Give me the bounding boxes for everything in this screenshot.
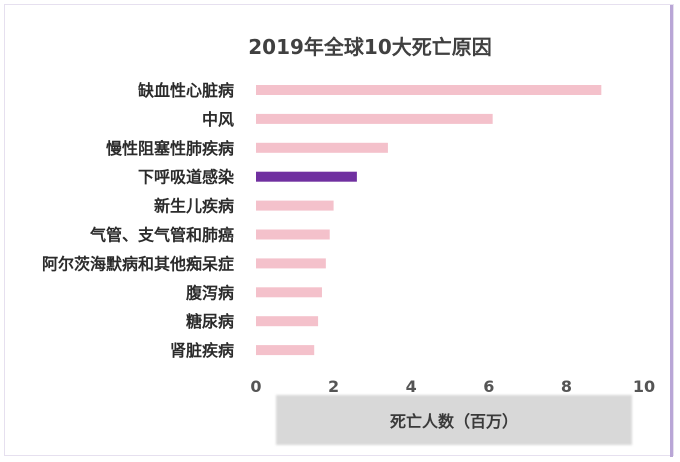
- category-label-5: 气管、支气管和肺癌: [89, 226, 234, 245]
- category-label-1: 中风: [202, 110, 234, 129]
- x-tick-labels: 0 2 4 6 8 10: [250, 377, 655, 396]
- x-tick-4: 4: [406, 377, 417, 396]
- category-label-7: 腹泻病: [186, 283, 234, 302]
- bar-7: [256, 287, 322, 298]
- category-label-3: 下呼吸道感染: [138, 168, 235, 187]
- bar-3: [256, 171, 357, 182]
- category-label-8: 糖尿病: [186, 312, 234, 331]
- bar-0: [256, 85, 602, 95]
- x-tick-2: 2: [328, 377, 339, 396]
- bar-8: [256, 316, 319, 327]
- x-axis-label: 死亡人数（百万）: [389, 412, 518, 431]
- bar-6: [256, 258, 326, 269]
- x-tick-8: 8: [561, 377, 572, 396]
- bar-2: [256, 142, 388, 153]
- bars-group: [256, 85, 602, 356]
- category-label-9: 肾脏疾病: [170, 341, 234, 360]
- x-tick-10: 10: [633, 377, 655, 396]
- bar-4: [256, 200, 334, 211]
- bar-9: [256, 345, 315, 356]
- chart-frame: [4, 4, 674, 457]
- frame-accent-bar: [670, 5, 673, 457]
- bar-1: [256, 113, 493, 124]
- chart-title: 2019年全球10大死亡原因: [248, 35, 492, 59]
- x-tick-6: 6: [483, 377, 494, 396]
- category-label-4: 新生儿疾病: [154, 197, 234, 216]
- x-axis-label-box: [276, 395, 632, 445]
- category-label-6: 阿尔茨海默病和其他痴呆症: [42, 254, 234, 273]
- category-label-2: 慢性阻塞性肺疾病: [106, 139, 234, 158]
- bar-5: [256, 229, 330, 240]
- x-tick-0: 0: [250, 377, 261, 396]
- category-labels: 缺血性心脏病中风慢性阻塞性肺疾病下呼吸道感染新生儿疾病气管、支气管和肺癌阿尔茨海…: [42, 81, 235, 360]
- category-label-0: 缺血性心脏病: [138, 81, 234, 100]
